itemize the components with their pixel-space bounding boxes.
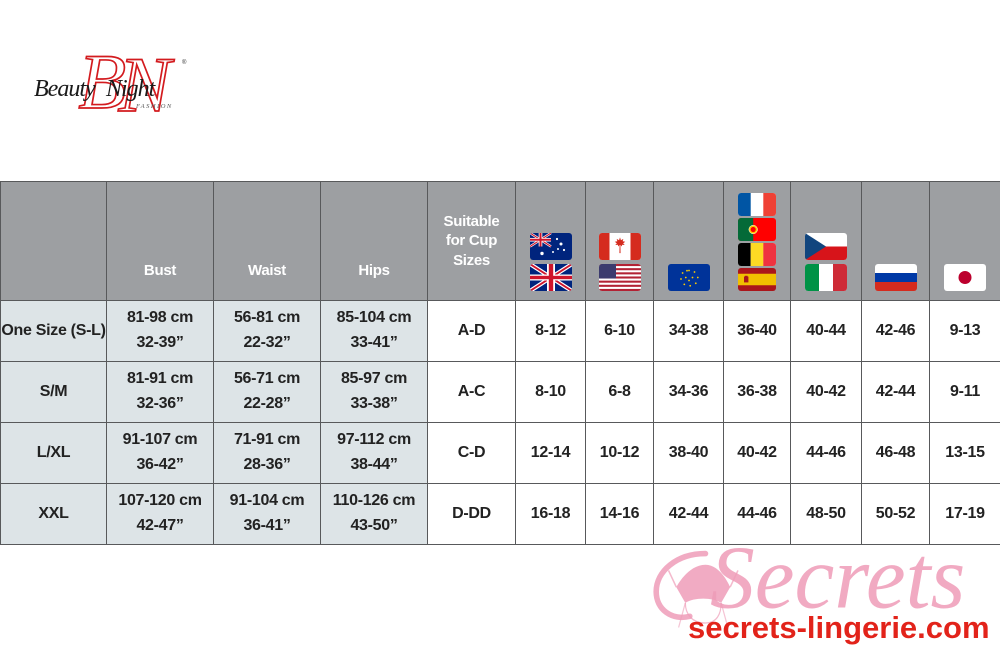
svg-text:®: ® bbox=[182, 59, 187, 66]
svg-text:Beauty: Beauty bbox=[34, 76, 96, 102]
svg-text:Night: Night bbox=[105, 76, 157, 102]
svg-text:FASHION: FASHION bbox=[135, 103, 173, 110]
